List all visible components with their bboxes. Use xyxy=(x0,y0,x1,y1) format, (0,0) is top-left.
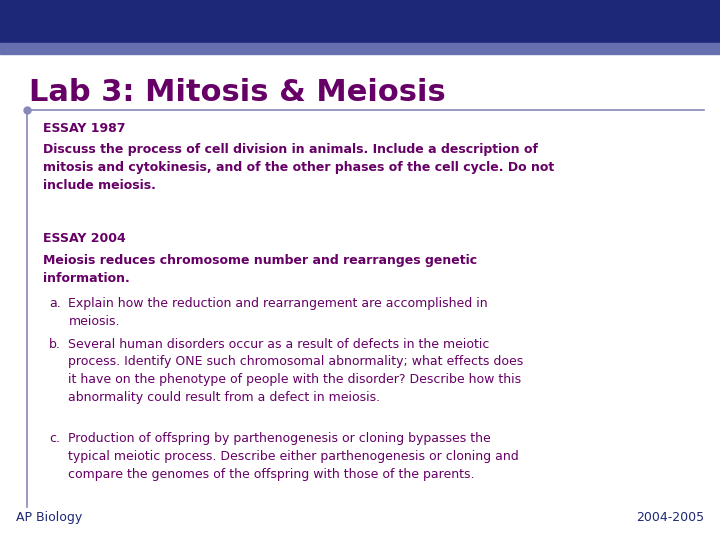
Text: Meiosis reduces chromosome number and rearranges genetic
information.: Meiosis reduces chromosome number and re… xyxy=(43,254,477,285)
Text: 2004-2005: 2004-2005 xyxy=(636,511,704,524)
Text: Production of offspring by parthenogenesis or cloning bypasses the
typical meiot: Production of offspring by parthenogenes… xyxy=(68,432,519,481)
Text: c.: c. xyxy=(49,432,60,445)
Bar xyxy=(0,0,720,44)
Text: Lab 3: Mitosis & Meiosis: Lab 3: Mitosis & Meiosis xyxy=(29,78,446,107)
Text: ESSAY 2004: ESSAY 2004 xyxy=(43,232,126,245)
Text: AP Biology: AP Biology xyxy=(16,511,82,524)
Text: Discuss the process of cell division in animals. Include a description of
mitosi: Discuss the process of cell division in … xyxy=(43,143,554,192)
Text: Explain how the reduction and rearrangement are accomplished in
meiosis.: Explain how the reduction and rearrangem… xyxy=(68,297,488,328)
Text: b.: b. xyxy=(49,338,60,350)
Text: Several human disorders occur as a result of defects in the meiotic
process. Ide: Several human disorders occur as a resul… xyxy=(68,338,523,404)
Text: a.: a. xyxy=(49,297,60,310)
Bar xyxy=(0,43,720,54)
Text: ESSAY 1987: ESSAY 1987 xyxy=(43,122,126,134)
